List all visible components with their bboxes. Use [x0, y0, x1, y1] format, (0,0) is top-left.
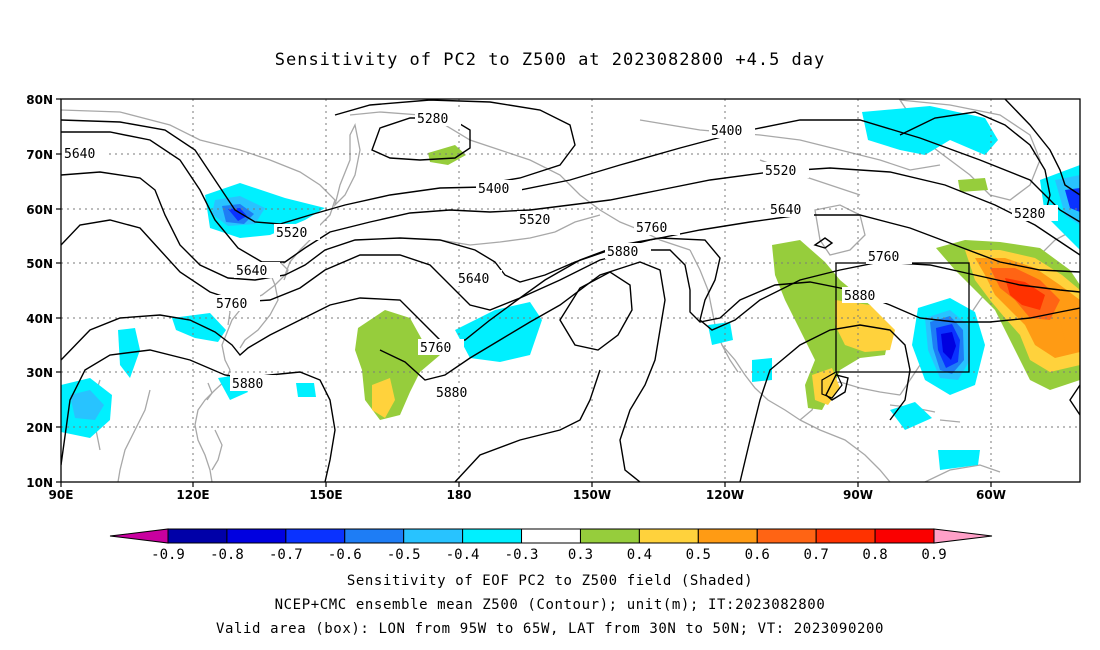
lon-label: 120W — [706, 488, 744, 502]
contour-label: 5760 — [868, 250, 899, 265]
colorbar: -0.9 -0.8 -0.7 -0.6 -0.5 -0.4 -0.3 0.3 0.4 0.5 0.6… — [109, 528, 993, 563]
colorbar-triangle-high — [933, 528, 993, 544]
contour-label: 5520 — [276, 226, 307, 241]
colorbar-tick-label: -0.3 — [505, 547, 539, 563]
map-title: Sensitivity of PC2 to Z500 at 2023082800… — [274, 50, 826, 70]
footer-line-1: Sensitivity of EOF PC2 to Z500 field (Sh… — [346, 573, 754, 589]
colorbar-tick-label: -0.4 — [446, 547, 480, 563]
lat-label: 30N — [26, 366, 53, 380]
colorbar-tick-label: 0.7 — [804, 547, 829, 563]
contour-labels: 5280 5400 5400 5520 5520 5520 5280 5640 … — [62, 110, 1058, 401]
colorbar-swatch — [756, 528, 817, 544]
lon-label: 180 — [446, 488, 471, 502]
axis-ticks — [56, 98, 992, 487]
lat-label: 20N — [26, 421, 53, 435]
lon-label: 60W — [976, 488, 1006, 502]
contour-label: 5280 — [1014, 207, 1045, 222]
colorbar-swatch — [167, 528, 228, 544]
colorbar-tick-label: 0.3 — [568, 547, 593, 563]
contour-label: 5880 — [607, 245, 638, 260]
lat-label: 60N — [26, 203, 53, 217]
contour-label: 5520 — [765, 164, 796, 179]
colorbar-swatch — [579, 528, 640, 544]
colorbar-tick-label: -0.8 — [210, 547, 244, 563]
colorbar-swatch — [285, 528, 346, 544]
colorbar-tick-label: -0.6 — [328, 547, 362, 563]
footer-line-3: Valid area (box): LON from 95W to 65W, L… — [215, 621, 885, 637]
colorbar-swatch — [638, 528, 699, 544]
contour-label: 5280 — [417, 112, 448, 127]
colorbar-swatch — [344, 528, 405, 544]
colorbar-tick-label: -0.9 — [151, 547, 185, 563]
colorbar-tick-label: 0.8 — [862, 547, 887, 563]
latitude-labels: 80N 70N 60N 50N 40N 30N 20N 10N — [26, 93, 53, 490]
colorbar-swatch — [521, 528, 581, 544]
contour-label: 5520 — [519, 213, 550, 228]
lon-label: 120E — [176, 488, 209, 502]
lat-label: 50N — [26, 257, 53, 271]
plot-frame — [60, 98, 1081, 483]
lat-label: 80N — [26, 93, 53, 107]
contour-label: 5640 — [64, 147, 95, 162]
colorbar-tick-label: 0.5 — [686, 547, 711, 563]
colorbar-tick-label: 0.9 — [921, 547, 946, 563]
contour-label: 5400 — [478, 182, 509, 197]
colorbar-tick-label: -0.7 — [269, 547, 303, 563]
contour-label: 5760 — [420, 341, 451, 356]
gridlines — [61, 99, 1080, 482]
colorbar-swatch — [697, 528, 758, 544]
contour-label: 5760 — [636, 221, 667, 236]
footer-line-2: NCEP+CMC ensemble mean Z500 (Contour); u… — [274, 597, 826, 613]
contour-label: 5640 — [770, 203, 801, 218]
lat-label: 10N — [26, 476, 53, 490]
colorbar-tick-label: -0.5 — [387, 547, 421, 563]
colorbar-swatch — [874, 528, 935, 544]
lat-label: 70N — [26, 148, 53, 162]
contour-label: 5880 — [232, 377, 263, 392]
contour-label: 5640 — [458, 272, 489, 287]
colorbar-swatch — [462, 528, 523, 544]
lat-label: 40N — [26, 312, 53, 326]
colorbar-tick-label: 0.4 — [627, 547, 652, 563]
sensitivity-shading — [61, 106, 1080, 470]
longitude-labels: 90E 120E 150E 180 150W 120W 90W 60W — [49, 488, 1006, 502]
colorbar-swatch — [403, 528, 464, 544]
lon-label: 90W — [843, 488, 873, 502]
colorbar-swatch — [815, 528, 876, 544]
lon-label: 150E — [309, 488, 342, 502]
contour-label: 5400 — [711, 124, 742, 139]
colorbar-triangle-low — [109, 528, 169, 544]
lon-label: 90E — [49, 488, 74, 502]
colorbar-tick-label: 0.6 — [745, 547, 770, 563]
contour-label: 5880 — [844, 289, 875, 304]
contour-label: 5640 — [236, 264, 267, 279]
lon-label: 150W — [573, 488, 611, 502]
colorbar-swatch — [226, 528, 287, 544]
contour-label: 5760 — [216, 297, 247, 312]
contour-label: 5880 — [436, 386, 467, 401]
